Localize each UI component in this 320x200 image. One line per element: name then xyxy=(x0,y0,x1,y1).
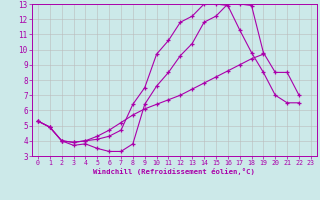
X-axis label: Windchill (Refroidissement éolien,°C): Windchill (Refroidissement éolien,°C) xyxy=(93,168,255,175)
